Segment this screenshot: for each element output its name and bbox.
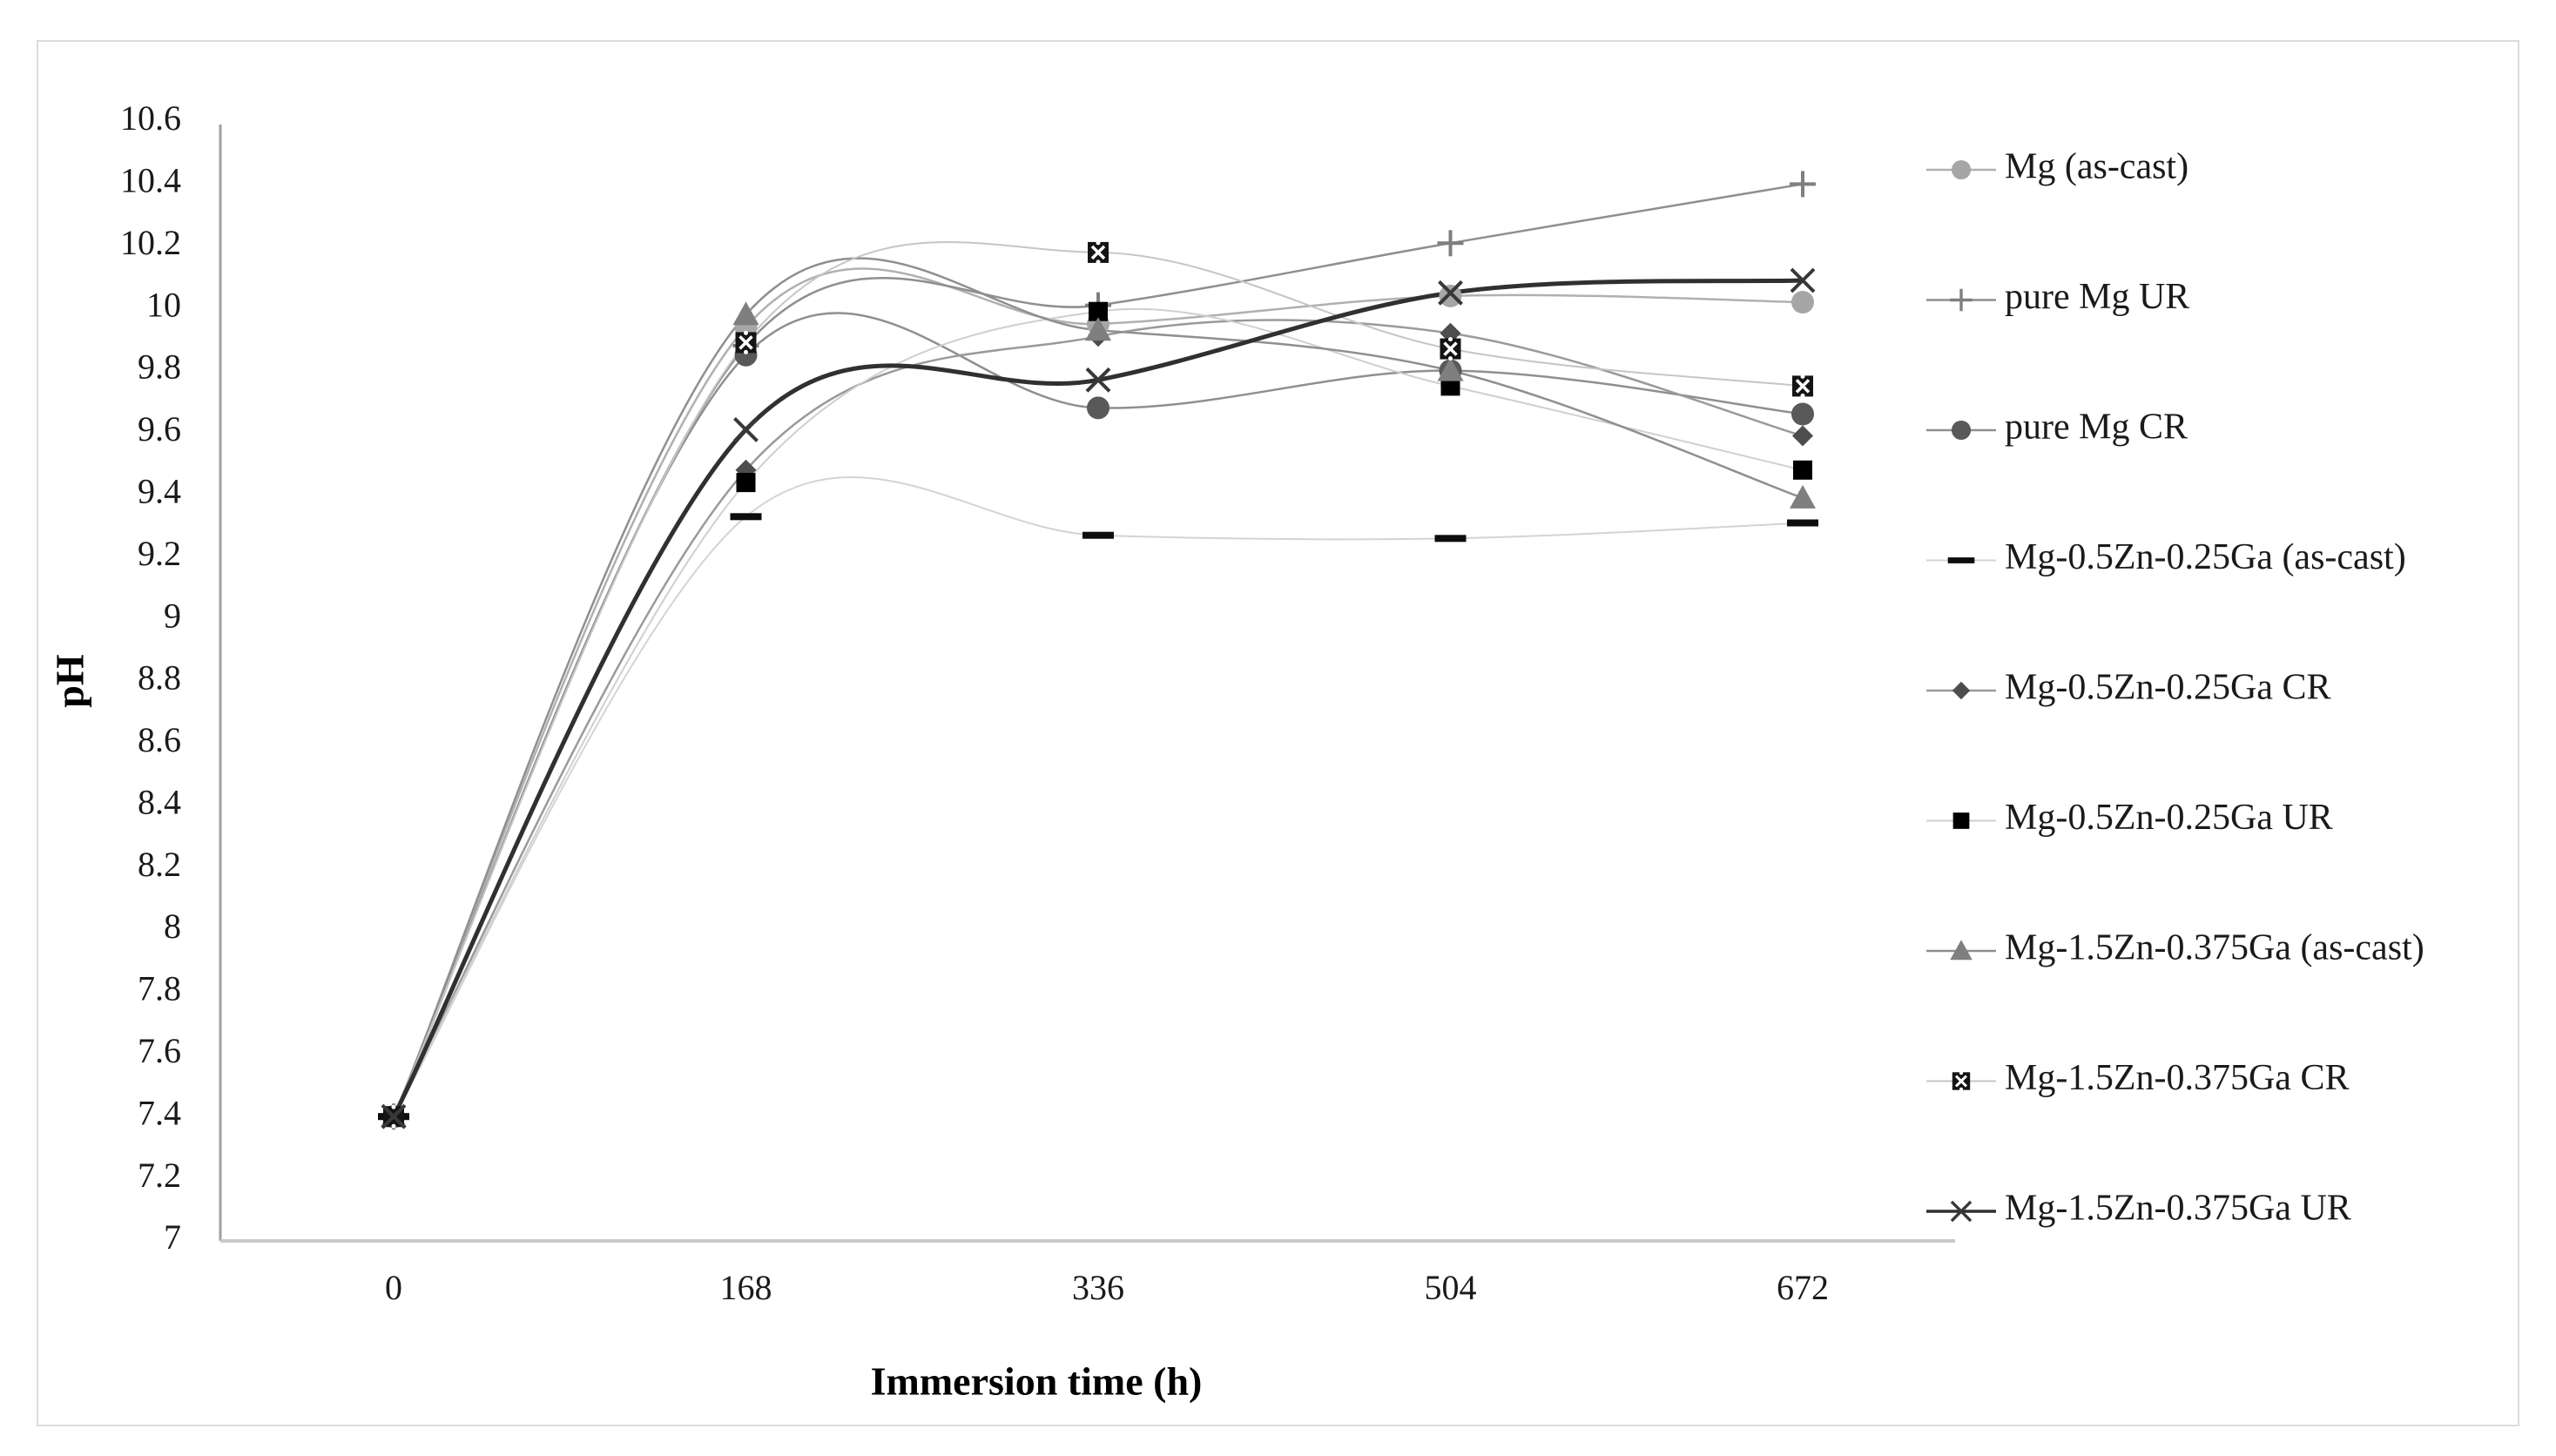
y-tick-label: 8.2: [138, 845, 181, 884]
legend-item: pure Mg UR: [1926, 277, 2189, 317]
triangle-marker: [1085, 317, 1111, 341]
dash-icon: [1947, 557, 1975, 563]
square-x-marker: [735, 330, 757, 354]
triangle-marker: [1437, 357, 1464, 381]
series-markers-mg-1-5zn-0-375ga-ur: [381, 267, 1816, 1129]
x-axis-title: Immersion time (h): [870, 1358, 1203, 1404]
y-axis-title: pH: [47, 654, 92, 708]
y-tick-label: 7.8: [138, 969, 181, 1008]
legend-item: Mg (as-cast): [1926, 147, 2188, 187]
x-tick-label: 672: [1777, 1268, 1829, 1307]
dash-marker: [1787, 519, 1818, 527]
square-marker: [1089, 301, 1108, 321]
x-tick-label: 0: [385, 1268, 402, 1307]
circle-marker: [1791, 291, 1814, 313]
square-x-icon: [1952, 1071, 1971, 1091]
series-markers-mg-0-5zn-0-25ga-as-cast: [378, 513, 1818, 1121]
dash-marker: [1082, 531, 1114, 539]
y-tick-label: 7.4: [138, 1093, 181, 1132]
y-tick-label: 8.4: [138, 782, 181, 821]
x-tick-label: 504: [1425, 1268, 1477, 1307]
plus-marker: [1790, 171, 1816, 198]
y-tick-label: 9.2: [138, 534, 181, 573]
triangle-icon: [1950, 940, 1973, 961]
x-marker: [733, 416, 759, 442]
y-tick-label: 8.6: [138, 720, 181, 759]
legend-label: Mg-0.5Zn-0.25Ga (as-cast): [2005, 537, 2406, 577]
plus-marker: [1437, 230, 1464, 257]
series-line-mg-as-cast: [392, 267, 1804, 1118]
legend-item: Mg-1.5Zn-0.375Ga (as-cast): [1926, 928, 2424, 968]
circle-marker: [1439, 284, 1462, 307]
x-icon: [1950, 1200, 1973, 1223]
series-line-mg-1-5zn-0-375ga-cr: [393, 241, 1804, 1118]
series-line-mg-0-5zn-0-25ga-cr: [392, 319, 1804, 1118]
y-tick-label: 8: [164, 907, 181, 946]
legend-label: Mg-1.5Zn-0.375Ga UR: [2005, 1189, 2351, 1229]
x-marker: [1790, 267, 1816, 293]
y-tick-label: 10.6: [120, 98, 181, 138]
plus-icon: [1950, 288, 1973, 312]
legend-item: pure Mg CR: [1926, 408, 2188, 448]
series-line-pure-mg-cr: [392, 312, 1804, 1118]
legend-label: pure Mg CR: [2005, 408, 2188, 448]
series-line-mg-0-5zn-0-25ga-as-cast: [393, 476, 1804, 1118]
x-tick-label: 168: [720, 1268, 772, 1307]
square-icon: [1952, 812, 1970, 829]
x-tick-label: 336: [1072, 1268, 1124, 1307]
series-markers-mg-0-5zn-0-25ga-ur: [384, 301, 1812, 1127]
legend-item: Mg-0.5Zn-0.25Ga (as-cast): [1926, 537, 2406, 577]
legend-label: Mg-0.5Zn-0.25Ga CR: [2005, 668, 2330, 708]
triangle-marker: [1790, 484, 1816, 509]
series-line-mg-1-5zn-0-375ga-as-cast: [392, 257, 1804, 1118]
circle-marker: [1791, 402, 1814, 426]
legend-label: Mg-1.5Zn-0.375Ga (as-cast): [2005, 928, 2424, 968]
square-marker: [1440, 376, 1460, 396]
dash-marker: [730, 513, 762, 521]
y-tick-label: 9.6: [138, 409, 181, 448]
series-markers-mg-1-5zn-0-375ga-cr: [383, 240, 1813, 1129]
figure-frame: [37, 40, 2519, 1426]
dash-marker: [1434, 535, 1467, 543]
legend-label: Mg (as-cast): [2005, 147, 2188, 187]
legend-item: Mg-1.5Zn-0.375Ga UR: [1926, 1189, 2351, 1229]
y-tick-label: 7: [164, 1217, 181, 1257]
y-tick-label: 9.8: [138, 347, 181, 387]
y-tick-label: 10.4: [120, 161, 181, 200]
series-line-mg-0-5zn-0-25ga-ur: [393, 307, 1804, 1118]
y-tick-label: 7.6: [138, 1031, 181, 1070]
y-tick-label: 10.2: [120, 223, 181, 262]
legend: Mg (as-cast) pure Mg UR pure Mg CR Mg-0.5Zn…: [1926, 147, 2424, 1229]
circle-icon: [1951, 420, 1972, 441]
x-marker: [1438, 280, 1463, 306]
circle-icon: [1951, 159, 1972, 180]
legend-label: Mg-1.5Zn-0.375Ga CR: [2005, 1058, 2349, 1098]
square-x-marker: [1088, 240, 1109, 265]
legend-item: Mg-0.5Zn-0.25Ga CR: [1926, 668, 2330, 708]
legend-label: Mg-0.5Zn-0.25Ga UR: [2005, 798, 2333, 838]
series-markers-pure-mg-cr: [382, 343, 1814, 1129]
y-tick-label: 8.8: [138, 658, 181, 698]
y-tick-label: 9.4: [138, 472, 181, 511]
triangle-marker: [732, 301, 759, 326]
square-x-marker: [1440, 337, 1461, 361]
legend-label: pure Mg UR: [2005, 277, 2189, 317]
legend-item: Mg-0.5Zn-0.25Ga UR: [1926, 798, 2333, 838]
y-tick-label: 7.2: [138, 1156, 181, 1195]
y-tick-label: 10: [146, 285, 181, 324]
circle-marker: [1087, 396, 1109, 420]
diamond-marker: [1792, 425, 1813, 447]
square-x-marker: [1792, 374, 1813, 398]
square-marker: [736, 473, 756, 493]
series-line-mg-1-5zn-0-375ga-ur: [391, 278, 1805, 1119]
diamond-icon: [1952, 681, 1971, 700]
x-marker: [1085, 367, 1111, 393]
x-marker: [381, 1103, 407, 1129]
square-marker: [1793, 460, 1812, 480]
series-markers-mg-1-5zn-0-375ga-as-cast: [381, 301, 1816, 1128]
legend-item: Mg-1.5Zn-0.375Ga CR: [1926, 1058, 2349, 1098]
y-tick-label: 9: [164, 596, 181, 635]
